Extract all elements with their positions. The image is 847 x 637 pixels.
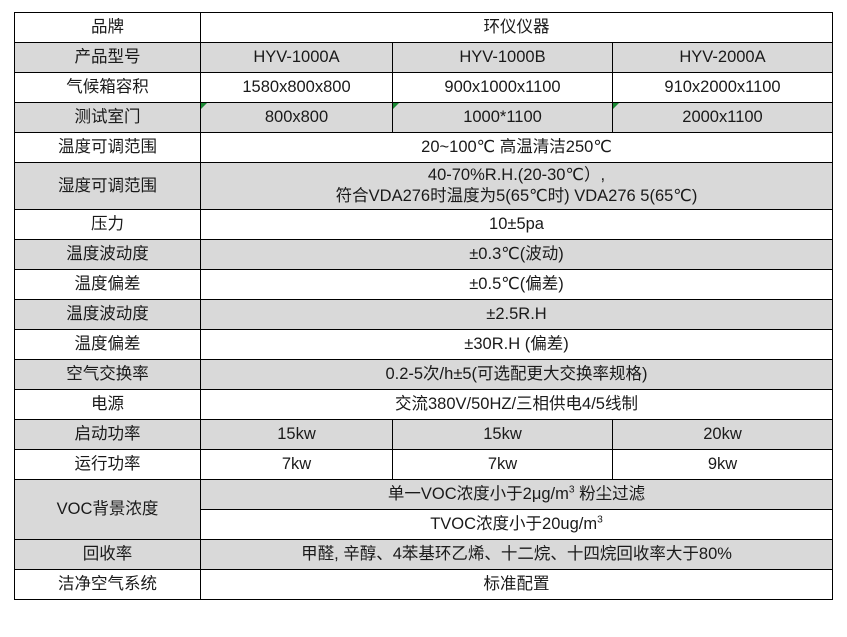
cell-test-door-b: 1000*1100 <box>392 102 613 133</box>
row-label-air-exchange: 空气交换率 <box>14 359 201 391</box>
table-row: 洁净空气系统 标准配置 <box>14 569 834 601</box>
cell-chamber-volume-b: 900x1000x1100 <box>392 72 613 103</box>
row-value-humidity-range: 40-70%R.H.(20-30℃）, 符合VDA276时温度为5(65℃时) … <box>199 161 834 211</box>
row-label-clean-air-system: 洁净空气系统 <box>14 569 201 601</box>
row-label-model: 产品型号 <box>14 42 201 73</box>
table-row: 温度偏差 ±0.5℃(偏差) <box>14 269 834 301</box>
table-row: 回收率 甲醛, 辛醇、4苯基环乙烯、十二烷、十四烷回收率大于80% <box>14 539 834 571</box>
row-label-test-door: 测试室门 <box>14 102 201 133</box>
row-value-brand: 环仪仪器 <box>199 12 834 43</box>
row-value-recovery-rate: 甲醛, 辛醇、4苯基环乙烯、十二烷、十四烷回收率大于80% <box>199 539 834 571</box>
voc-single-text-pre: 单一VOC浓度小于2μg/m <box>387 485 569 504</box>
cell-chamber-volume-a: 1580x800x800 <box>200 72 393 103</box>
row-label-power-supply: 电源 <box>14 389 201 421</box>
table-row: 产品型号 HYV-1000A HYV-1000B HYV-2000A <box>14 42 834 73</box>
row-value-voc-total: TVOC浓度小于20ug/m3 <box>199 509 834 541</box>
table-row: 湿度可调范围 40-70%R.H.(20-30℃）, 符合VDA276时温度为5… <box>14 161 834 211</box>
table-row: VOC背景浓度 单一VOC浓度小于2μg/m3 粉尘过滤 <box>14 479 834 541</box>
row-label-recovery-rate: 回收率 <box>14 539 201 571</box>
humidity-line-1: 40-70%R.H.(20-30℃）, <box>427 166 606 184</box>
voc-total-text-pre: TVOC浓度小于20ug/m <box>430 515 598 534</box>
row-label-humidity-range: 湿度可调范围 <box>14 161 201 211</box>
row-value-temp-deviation-1: ±0.5℃(偏差) <box>199 269 834 301</box>
row-label-temp-fluctuation-2: 温度波动度 <box>14 299 201 331</box>
row-label-temp-fluctuation-1: 温度波动度 <box>14 239 201 271</box>
cell-running-power-b: 7kw <box>392 449 613 481</box>
cell-chamber-volume-c: 910x2000x1100 <box>611 72 834 103</box>
row-value-temp-deviation-2: ±30R.H (偏差) <box>199 329 834 361</box>
table-row: 运行功率 7kw 7kw 9kw <box>14 449 834 481</box>
cell-model-a: HYV-1000A <box>200 42 393 73</box>
cell-running-power-a: 7kw <box>200 449 393 481</box>
voc-total-superscript: 3 <box>597 514 603 526</box>
row-value-power-supply: 交流380V/50HZ/三相供电4/5线制 <box>199 389 834 421</box>
row-label-voc-background: VOC背景浓度 <box>14 479 201 541</box>
row-label-startup-power: 启动功率 <box>14 419 201 451</box>
row-value-air-exchange: 0.2-5次/h±5(可选配更大交换率规格) <box>199 359 834 391</box>
cell-running-power-c: 9kw <box>611 449 834 481</box>
table-row: 品牌 环仪仪器 <box>14 12 834 43</box>
table-row: 启动功率 15kw 15kw 20kw <box>14 419 834 451</box>
voc-single-text-post: 粉尘过滤 <box>574 485 646 504</box>
cell-startup-power-a: 15kw <box>200 419 393 451</box>
row-value-pressure: 10±5pa <box>199 209 834 241</box>
table-row: 压力 10±5pa <box>14 209 834 241</box>
row-label-pressure: 压力 <box>14 209 201 241</box>
table-row: 空气交换率 0.2-5次/h±5(可选配更大交换率规格) <box>14 359 834 391</box>
table-row: 电源 交流380V/50HZ/三相供电4/5线制 <box>14 389 834 421</box>
table-row: 测试室门 800x800 1000*1100 2000x1100 <box>14 102 834 133</box>
cell-test-door-c: 2000x1100 <box>611 102 834 133</box>
cell-test-door-a: 800x800 <box>200 102 393 133</box>
row-label-chamber-volume: 气候箱容积 <box>14 72 201 103</box>
row-value-temp-range: 20~100℃ 高温清洁250℃ <box>199 132 834 163</box>
row-label-brand: 品牌 <box>14 12 201 43</box>
table-row: 温度波动度 ±2.5R.H <box>14 299 834 331</box>
row-value-temp-fluctuation-2: ±2.5R.H <box>199 299 834 331</box>
row-label-temp-range: 温度可调范围 <box>14 132 201 163</box>
cell-startup-power-b: 15kw <box>392 419 613 451</box>
table-row: 温度波动度 ±0.3℃(波动) <box>14 239 834 271</box>
row-value-voc-single: 单一VOC浓度小于2μg/m3 粉尘过滤 <box>199 479 834 511</box>
voc-single-superscript: 3 <box>568 484 575 496</box>
table-row: 温度可调范围 20~100℃ 高温清洁250℃ <box>14 132 834 163</box>
row-label-temp-deviation-2: 温度偏差 <box>14 329 201 361</box>
row-value-temp-fluctuation-1: ±0.3℃(波动) <box>199 239 834 271</box>
humidity-line-2: 符合VDA276时温度为5(65℃时) VDA276 5(65℃) <box>335 187 698 206</box>
cell-model-c: HYV-2000A <box>611 42 834 73</box>
table-row: 气候箱容积 1580x800x800 900x1000x1100 910x200… <box>14 72 834 103</box>
table-row: 温度偏差 ±30R.H (偏差) <box>14 329 834 361</box>
table-row: TVOC浓度小于20ug/m3 <box>15 509 834 541</box>
cell-model-b: HYV-1000B <box>392 42 613 73</box>
row-label-running-power: 运行功率 <box>14 449 201 481</box>
row-label-temp-deviation-1: 温度偏差 <box>14 269 201 301</box>
cell-startup-power-c: 20kw <box>611 419 834 451</box>
row-value-clean-air-system: 标准配置 <box>199 569 834 601</box>
product-spec-table: 品牌 环仪仪器 产品型号 HYV-1000A HYV-1000B HYV-200… <box>14 12 834 601</box>
spec-table-container: 品牌 环仪仪器 产品型号 HYV-1000A HYV-1000B HYV-200… <box>14 12 834 624</box>
